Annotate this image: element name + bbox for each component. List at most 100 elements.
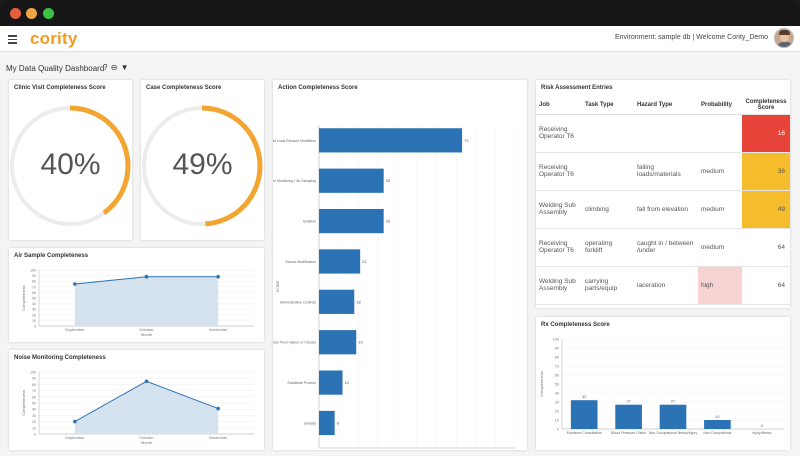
- action_completeness-data-label: 21: [362, 259, 367, 264]
- air_sample-y-tick-label: 50: [32, 297, 36, 301]
- clinic-visit-title: Clinic Visit Completeness Score: [14, 85, 106, 91]
- action-completeness-chart: 010203040506070809010073Install Local Ex…: [273, 125, 516, 449]
- action_completeness-y-tick-label: Administrative Controls: [280, 300, 316, 304]
- rx_completeness-data-label: 27: [626, 400, 630, 404]
- rx-completeness-title: Rx Completeness Score: [541, 322, 610, 328]
- risk-cell-completeness-score: 36: [742, 152, 790, 191]
- action_completeness-data-label: 12: [345, 380, 350, 385]
- air_sample-y-axis-label: Completeness: [21, 285, 26, 311]
- risk-cell-hazard-type: falling loads/materials: [634, 152, 698, 191]
- risk-table-row[interactable]: Receiving Operator T6 16: [536, 114, 790, 153]
- air_sample-y-tick-label: 0: [34, 325, 36, 329]
- action_completeness-y-tick-label: Career Floor Helper or Checks: [273, 341, 316, 345]
- risk-cell-completeness-score: 64: [742, 266, 790, 305]
- case-completeness-percent: 49%: [172, 148, 233, 181]
- noise_monitoring-y-tick-label: 50: [32, 402, 36, 406]
- action_completeness-y-tick-label: Exposure Monitoring / Air Sampling: [273, 179, 316, 183]
- action_completeness-y-tick-label: Source Modification: [285, 260, 316, 264]
- noise-monitoring-panel: Noise Monitoring Completeness 100 90 80 70 6…: [9, 350, 264, 450]
- risk-table-row[interactable]: Receiving Operator T6 operating forklift c…: [536, 228, 790, 267]
- action_completeness-bar: [319, 168, 384, 193]
- maximize-window-button[interactable]: [43, 8, 54, 19]
- filter-icon[interactable]: ▼: [120, 63, 129, 72]
- clinic-visit-percent: 40%: [40, 148, 101, 181]
- air_sample-y-tick-label: 70: [32, 285, 36, 289]
- rx_completeness-x-tick-label: Non-Occupational: [703, 431, 731, 435]
- clinic-visit-panel: Clinic Visit Completeness Score 40%: [9, 80, 132, 240]
- rx_completeness-y-tick-label: 80: [555, 356, 559, 360]
- noise_monitoring-x-tick-label: November: [209, 435, 228, 440]
- close-window-button[interactable]: [10, 8, 21, 19]
- risk-table-row[interactable]: Welding Sub Assembly carrying parts/equip…: [536, 266, 790, 305]
- hamburger-menu-icon[interactable]: [8, 35, 17, 44]
- action_completeness-data-label: 73: [464, 138, 469, 143]
- noise_monitoring-data-point: [216, 406, 220, 411]
- risk-cell-hazard-type: caught in / between /under: [634, 228, 698, 267]
- rx_completeness-data-label: 0: [761, 424, 763, 428]
- rx_completeness-y-tick-label: 50: [555, 383, 559, 387]
- collapse-icon[interactable]: ⊖: [110, 63, 118, 72]
- risk-table-row[interactable]: Receiving Operator T6 falling loads/mater…: [536, 152, 790, 191]
- noise_monitoring-data-point: [144, 379, 149, 384]
- noise_monitoring-y-tick-label: 70: [32, 389, 36, 393]
- rx_completeness-data-label: 10: [715, 415, 719, 419]
- risk-cell-task-type: operating forklift: [582, 228, 634, 267]
- rx_completeness-y-tick-label: 60: [555, 374, 559, 378]
- cority-logo[interactable]: cority: [30, 29, 78, 48]
- action_completeness-y-tick-label: (empty): [304, 421, 316, 425]
- air-sample-panel: Air Sample Completeness 100 90 80 70 60 50 40 3…: [9, 248, 264, 342]
- action_completeness-bar: [319, 289, 355, 314]
- risk-cell-probability: medium: [698, 228, 742, 267]
- action_completeness-bar: [319, 370, 343, 395]
- risk-assessment-panel: Risk Assessment Entries Job Task Type Ha…: [536, 80, 790, 308]
- risk-cell-job: Receiving Operator T6: [536, 228, 582, 267]
- rx_completeness-x-tick-label: Exposure Consultation: [567, 431, 602, 435]
- air_sample-y-tick-label: 80: [32, 280, 36, 284]
- air_sample-x-tick-label: September: [65, 327, 85, 332]
- user-avatar[interactable]: [774, 28, 794, 48]
- air_sample-data-point: [144, 274, 149, 279]
- risk-cell-task-type: [582, 114, 634, 153]
- noise_monitoring-y-tick-label: 100: [30, 371, 36, 375]
- action_completeness-data-label: 19: [358, 340, 363, 345]
- air_sample-x-tick-label: October: [139, 327, 154, 332]
- risk-cell-probability: [698, 114, 742, 153]
- noise_monitoring-x-axis-label: Month: [141, 440, 152, 445]
- rx_completeness-y-axis-label: Completeness: [539, 371, 544, 397]
- risk-cell-completeness-score: 64: [742, 228, 790, 267]
- action_completeness-bar: [319, 249, 361, 274]
- column-header-hazard-type[interactable]: Hazard Type: [634, 96, 698, 115]
- air_sample-y-tick-label: 100: [30, 269, 36, 273]
- column-header-completeness-score[interactable]: Completeness Score: [742, 96, 790, 115]
- risk-table-row[interactable]: Welding Sub Assembly climbing fall from el…: [536, 190, 790, 229]
- rx_completeness-bar: [570, 400, 598, 429]
- column-header-probability[interactable]: Probability: [698, 96, 742, 115]
- noise_monitoring-x-tick-label: September: [65, 435, 85, 440]
- air_sample-data-point: [73, 282, 77, 286]
- help-icon[interactable]: ?: [103, 63, 108, 72]
- rx_completeness-data-label: 32: [582, 395, 586, 399]
- risk-table-header-row: Job Task Type Hazard Type Probability Co…: [536, 96, 790, 115]
- rx_completeness-y-tick-label: 100: [553, 338, 559, 342]
- noise-monitoring-title: Noise Monitoring Completeness: [14, 355, 106, 361]
- noise_monitoring-data-point: [73, 419, 77, 424]
- noise_monitoring-y-tick-label: 60: [32, 395, 36, 399]
- risk-cell-hazard-type: laceration: [634, 266, 698, 305]
- minimize-window-button[interactable]: [26, 8, 37, 19]
- column-header-job[interactable]: Job: [536, 96, 582, 115]
- noise_monitoring-y-tick-label: 0: [34, 433, 36, 437]
- risk-assessment-title: Risk Assessment Entries: [541, 85, 613, 91]
- case-completeness-gauge-fill: [141, 105, 263, 227]
- risk-cell-completeness-score: 49: [742, 190, 790, 229]
- risk-cell-task-type: carrying parts/equip: [582, 266, 634, 305]
- case-completeness-panel: Case Completeness Score 49%: [141, 80, 264, 240]
- noise_monitoring-y-tick-label: 90: [32, 377, 36, 381]
- rx_completeness-y-tick-label: 10: [555, 419, 559, 423]
- noise_monitoring-y-tick-label: 10: [32, 426, 36, 430]
- air_sample-y-tick-label: 30: [32, 308, 36, 312]
- noise_monitoring-y-tick-label: 80: [32, 383, 36, 387]
- column-header-task-type[interactable]: Task Type: [582, 96, 634, 115]
- risk-cell-probability: medium: [698, 152, 742, 191]
